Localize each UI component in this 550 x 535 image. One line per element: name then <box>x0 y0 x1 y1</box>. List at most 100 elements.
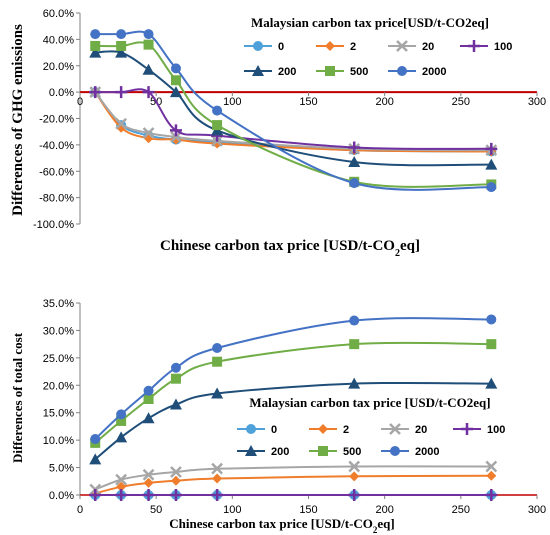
legend-item-200: 200 <box>237 445 289 458</box>
legend-label: 0 <box>271 424 277 436</box>
data-point-2 <box>486 471 496 481</box>
chart1-legend-title: Malaysian carbon tax price[USD/t-CO2eq] <box>251 15 489 30</box>
data-point-100 <box>115 489 127 501</box>
data-point-500 <box>171 75 181 85</box>
legend-label: 2000 <box>415 446 439 458</box>
legend-marker <box>325 66 335 76</box>
chart2-xlabel: Chinese carbon tax price [USD/t-CO2eq] <box>169 516 395 535</box>
chart1-plot-area: 60.0% 40.0% 20.0% 0.0% -20.0% -40.0% -60.0% -80… <box>33 8 546 231</box>
y-tick-label: 40.0% <box>43 34 74 46</box>
legend-label: 500 <box>350 66 368 78</box>
legend-item-500: 500 <box>316 66 368 78</box>
x-tick-label: 200 <box>375 504 393 516</box>
data-point-2000 <box>349 178 359 188</box>
x-tick-label: 250 <box>452 504 470 516</box>
legend-item-500: 500 <box>309 446 361 458</box>
data-point-500 <box>90 41 100 51</box>
data-point-200 <box>143 64 155 75</box>
legend-label: 200 <box>271 446 289 458</box>
chart2-ylabel: Differences of total cost <box>10 332 25 463</box>
legend-item-0: 0 <box>237 424 277 436</box>
y-tick-label: -40.0% <box>39 140 74 152</box>
x-tick-label: 150 <box>299 96 317 108</box>
data-point-500 <box>116 41 126 51</box>
data-point-2000 <box>349 316 359 326</box>
legend-marker <box>253 41 263 51</box>
legend-item-2000: 2000 <box>388 66 446 78</box>
x-tick-label: 50 <box>150 504 162 516</box>
total-cost-chart: Differences of total cost Chinese carbon… <box>10 298 546 535</box>
y-tick-label: -100.0% <box>33 219 74 231</box>
data-point-2000 <box>144 29 154 39</box>
legend-item-20: 20 <box>388 41 434 53</box>
legend-marker <box>325 41 335 51</box>
y-tick-label: 20.0% <box>43 61 74 73</box>
y-tick-label: -60.0% <box>39 166 74 178</box>
legend-label: 0 <box>278 41 284 53</box>
legend-marker <box>318 424 328 434</box>
data-point-2000 <box>486 314 496 324</box>
legend-label: 20 <box>422 41 434 53</box>
y-tick-label: 30.0% <box>43 325 74 337</box>
series-line-500 <box>95 343 491 443</box>
data-point-500 <box>486 339 496 349</box>
chart2-legend-title: Malaysian carbon tax price [USD/t-CO2eq] <box>249 395 490 410</box>
data-point-2000 <box>212 343 222 353</box>
chart2-legend: 0 2 20 100 200 500 2000 <box>237 423 505 458</box>
x-tick-label: 250 <box>452 96 470 108</box>
legend-item-0: 0 <box>244 41 284 53</box>
x-tick-label: 300 <box>528 96 546 108</box>
data-point-500 <box>212 357 222 367</box>
data-point-100 <box>170 489 182 501</box>
y-tick-label: 35.0% <box>43 298 74 310</box>
data-point-100 <box>143 489 155 501</box>
chart1-xlabel: Chinese carbon tax price [USD/t-CO2eq] <box>160 238 420 259</box>
legend-label: 500 <box>343 446 361 458</box>
legend-item-2000: 2000 <box>381 446 439 458</box>
data-point-2 <box>212 474 222 484</box>
x-tick-label: 0 <box>77 96 83 108</box>
legend-label: 20 <box>415 424 427 436</box>
legend-item-100: 100 <box>453 423 505 436</box>
y-tick-label: 60.0% <box>43 8 74 20</box>
y-tick-label: 0.0% <box>49 87 74 99</box>
legend-marker <box>246 424 256 434</box>
data-point-2000 <box>171 63 181 73</box>
legend-label: 100 <box>487 424 505 436</box>
y-tick-label: 25.0% <box>43 353 74 365</box>
data-point-2000 <box>116 29 126 39</box>
legend-item-200: 200 <box>244 65 296 78</box>
chart1-ylabel: Differences of GHG emissions <box>10 24 26 216</box>
data-point-500 <box>212 120 222 130</box>
legend-item-20: 20 <box>381 424 427 436</box>
y-tick-label: -80.0% <box>39 193 74 205</box>
legend-label: 2000 <box>422 66 446 78</box>
y-tick-label: -20.0% <box>39 114 74 126</box>
series-line-2 <box>95 476 491 494</box>
legend-marker <box>468 40 480 52</box>
data-point-2000 <box>212 106 222 116</box>
data-point-100 <box>115 86 127 98</box>
legend-label: 2 <box>343 424 349 436</box>
y-tick-label: 15.0% <box>43 408 74 420</box>
y-tick-label: 5.0% <box>49 463 74 475</box>
data-point-200 <box>143 412 155 423</box>
data-point-200 <box>170 398 182 409</box>
legend-label: 2 <box>350 41 356 53</box>
legend-item-2: 2 <box>316 41 356 53</box>
x-tick-label: 300 <box>528 504 546 516</box>
y-tick-label: 0.0% <box>49 490 74 502</box>
data-point-500 <box>144 40 154 50</box>
legend-label: 100 <box>494 41 512 53</box>
data-point-2000 <box>144 386 154 396</box>
data-point-2000 <box>90 29 100 39</box>
x-tick-label: 100 <box>223 96 241 108</box>
data-point-2000 <box>171 363 181 373</box>
x-tick-label: 150 <box>299 504 317 516</box>
data-point-2 <box>349 471 359 481</box>
legend-item-2: 2 <box>309 424 349 436</box>
y-tick-label: 20.0% <box>43 380 74 392</box>
y-tick-label: 10.0% <box>43 435 74 447</box>
data-point-500 <box>349 339 359 349</box>
